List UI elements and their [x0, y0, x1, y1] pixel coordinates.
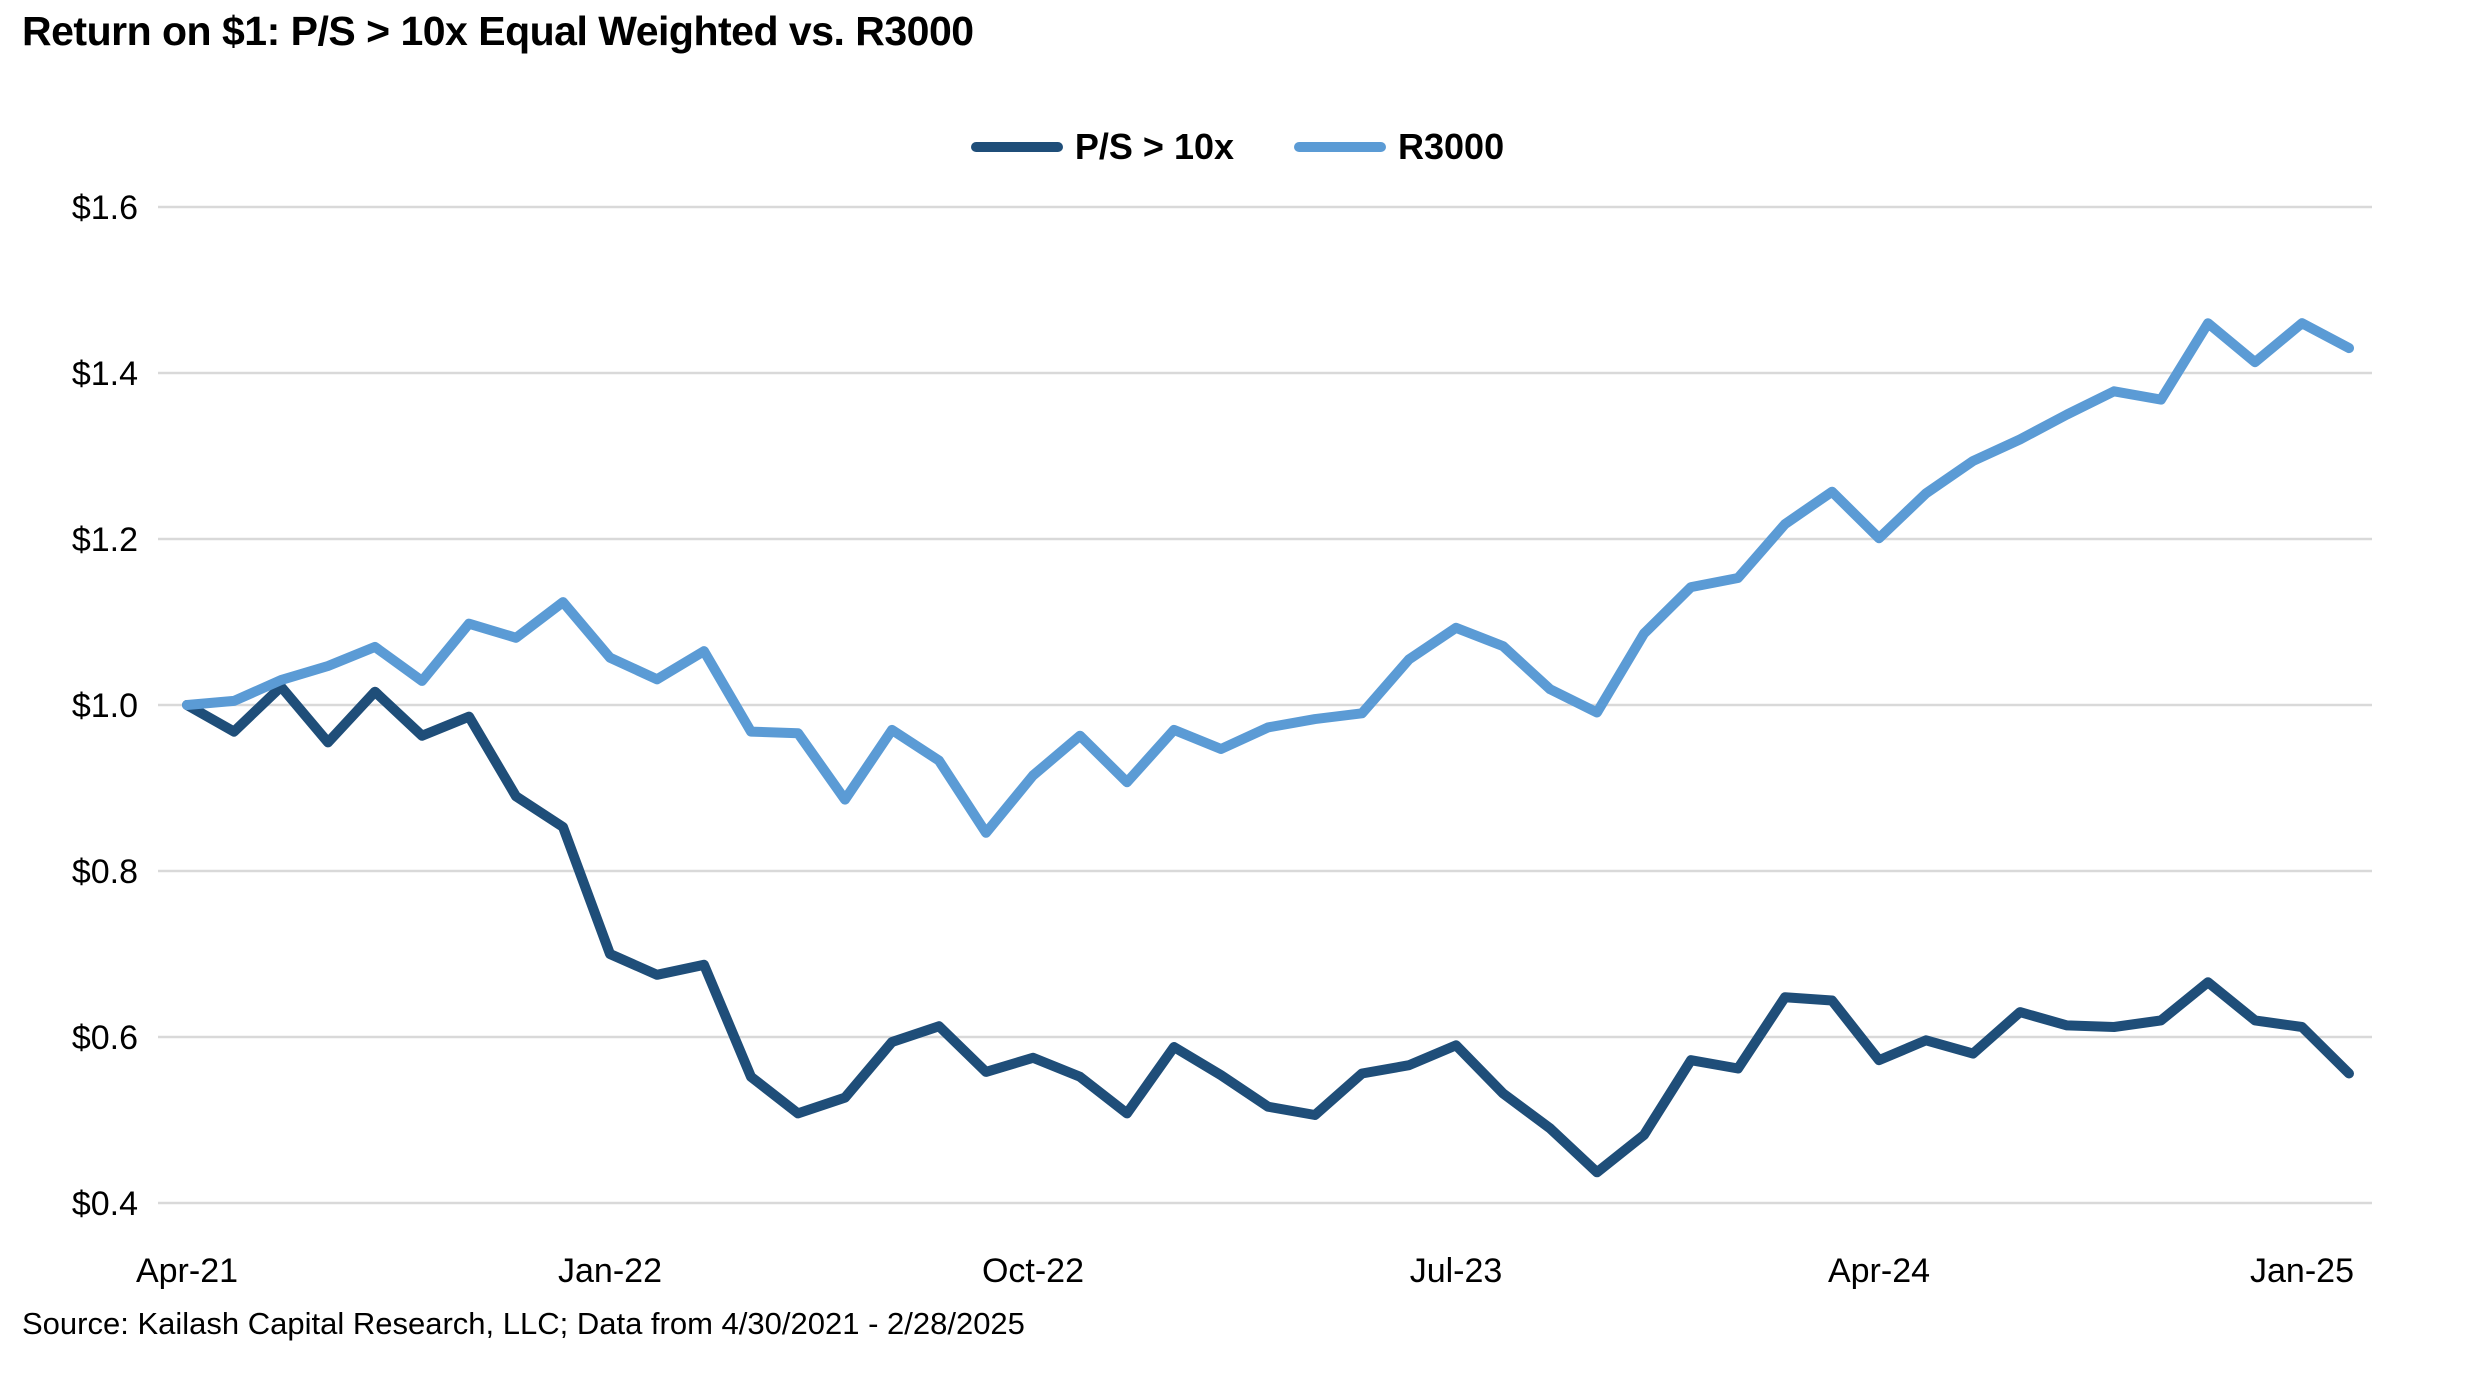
- legend-item-ps10x: P/S > 10x: [970, 126, 1235, 168]
- chart-title: Return on $1: P/S > 10x Equal Weighted v…: [22, 8, 974, 54]
- legend-label-ps10x: P/S > 10x: [1074, 126, 1235, 167]
- y-axis-label: $0.6: [72, 1019, 138, 1057]
- legend-label-r3000: R3000: [1398, 126, 1505, 167]
- gridlines: [158, 205, 2372, 1205]
- x-axis-label: Apr-21: [136, 1252, 238, 1290]
- ps10x-line: [182, 681, 2354, 1178]
- x-axis-label: Jan-25: [2250, 1252, 2354, 1290]
- legend: P/S > 10x R3000: [0, 126, 2475, 168]
- x-axis-label: Apr-24: [1828, 1252, 1930, 1290]
- x-axis-label: Jan-22: [558, 1252, 662, 1290]
- y-axis-label: $0.8: [72, 853, 138, 891]
- y-axis-label: $1.0: [72, 687, 138, 725]
- source-note: Source: Kailash Capital Research, LLC; D…: [22, 1306, 1025, 1341]
- x-axis-label: Jul-23: [1410, 1252, 1503, 1290]
- y-axis-label: $0.4: [72, 1185, 138, 1223]
- x-axis-label: Oct-22: [982, 1252, 1084, 1290]
- x-axis-labels: Apr-21 Jan-22 Oct-22 Jul-23 Apr-24 Jan-25: [136, 1252, 2354, 1290]
- ps10x-line-swatch-icon: [970, 142, 1063, 152]
- r3000-line: [182, 318, 2354, 838]
- y-axis-label: $1.4: [72, 355, 138, 393]
- r3000-line-swatch-icon: [1294, 142, 1387, 152]
- y-axis-labels: $1.6 $1.4 $1.2 $1.0 $0.8 $0.6 $0.4: [72, 189, 138, 1223]
- legend-item-r3000: R3000: [1294, 126, 1504, 168]
- y-axis-label: $1.6: [72, 189, 138, 227]
- y-axis-label: $1.2: [72, 521, 138, 559]
- series-lines: [182, 318, 2354, 1178]
